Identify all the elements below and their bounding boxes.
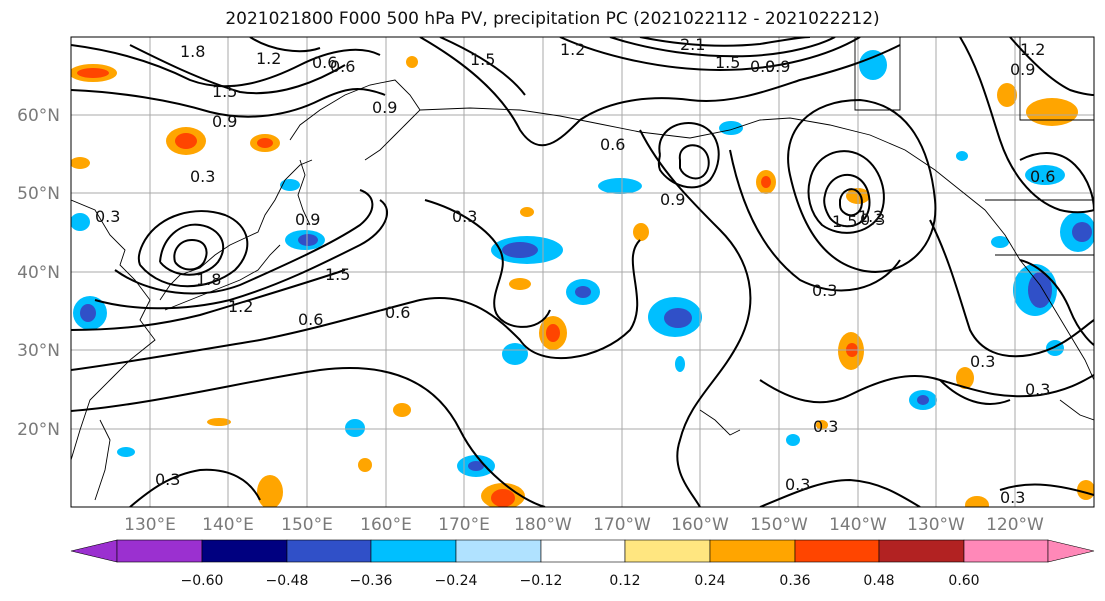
lon-label: 120°W [986, 515, 1044, 535]
contour-label: 0.9 [372, 98, 397, 117]
contour-label: 1.5 [715, 53, 740, 72]
colorbar-swatch [794, 539, 880, 563]
contour-label: 0.6 [385, 303, 410, 322]
colorbar [70, 539, 1095, 563]
lon-label: 140°W [829, 515, 887, 535]
lat-label: 60°N [17, 106, 60, 126]
contour-label: 1.8 [196, 270, 221, 289]
precipitation-shading [71, 50, 1094, 507]
contour-label: 1.2 [256, 49, 281, 68]
contour-label: 0.3 [452, 207, 477, 226]
colorbar-extend-high [1047, 539, 1095, 563]
lon-label: 130°E [124, 515, 176, 535]
lon-label: 170°W [593, 515, 651, 535]
colorbar-swatch [201, 539, 288, 563]
contour-label: 1.5 [325, 265, 350, 284]
colorbar-swatch [116, 539, 203, 563]
contour-label: 0.3 [860, 210, 885, 229]
lat-label: 40°N [17, 263, 60, 283]
colorbar-swatch [370, 539, 457, 563]
colorbar-label: −0.48 [266, 573, 309, 589]
contour-label: 0.3 [1025, 380, 1050, 399]
lon-label: 140°E [202, 515, 254, 535]
map-plot-area: 1.8 1.2 0.6 1.5 0.9 0.9 1.5 1.2 2.1 1.5 … [71, 35, 1094, 507]
contour-label: 0.3 [155, 470, 180, 489]
pv-contours [71, 37, 1094, 507]
contour-label: 1.2 [560, 40, 585, 59]
contour-label: 1.5 [832, 212, 857, 231]
colorbar-label: −0.60 [181, 573, 224, 589]
colorbar-swatch [624, 539, 711, 563]
contour-label: 1.2 [228, 297, 253, 316]
colorbar-label: −0.36 [350, 573, 393, 589]
lon-label: 130°W [907, 515, 965, 535]
contour-label: 0.6 [600, 135, 625, 154]
colorbar-swatch [286, 539, 372, 563]
contour-label: 0.6 [298, 310, 323, 329]
colorbar-swatch [455, 539, 542, 563]
contour-label: 0.3 [970, 352, 995, 371]
contour-label: 0.3 [812, 281, 837, 300]
colorbar-swatch [878, 539, 965, 563]
colorbar-label: −0.12 [520, 573, 563, 589]
contour-label: 1.8 [180, 42, 205, 61]
colorbar-label: 0.60 [948, 573, 979, 589]
latitude-labels: 60°N 50°N 40°N 30°N 20°N [17, 106, 60, 440]
colorbar-label: −0.24 [435, 573, 478, 589]
lon-label: 150°W [750, 515, 808, 535]
contour-label: 2.1 [680, 35, 705, 54]
contour-label: 0.3 [1000, 488, 1025, 507]
lon-label: 160°W [671, 515, 729, 535]
contour-label: 0.9 [765, 57, 790, 76]
contour-label: 0.9 [660, 190, 685, 209]
colorbar-swatch [963, 539, 1049, 563]
lon-label: 180°W [514, 515, 572, 535]
contour-label: 0.6 [312, 53, 337, 72]
contour-label: 0.3 [785, 475, 810, 494]
contour-label: 1.2 [858, 207, 883, 226]
contour-labels: 1.8 1.2 0.6 1.5 0.9 0.9 1.5 1.2 2.1 1.5 … [95, 35, 1055, 507]
contour-label: 0.9 [750, 57, 775, 76]
contour-label: 0.9 [212, 112, 237, 131]
contour-label: 0.3 [95, 207, 120, 226]
lat-label: 50°N [17, 184, 60, 204]
contour-label: 0.3 [813, 417, 838, 436]
colorbar-swatch [709, 539, 796, 563]
colorbar-label: 0.12 [609, 573, 640, 589]
colorbar-extend-low [70, 539, 118, 563]
contour-label: 0.9 [1010, 60, 1035, 79]
contour-label: 1.5 [212, 82, 237, 101]
graticule [71, 37, 1094, 507]
coastlines [71, 37, 1094, 501]
contour-label: 1.2 [1020, 40, 1045, 59]
lon-label: 150°E [281, 515, 333, 535]
lat-label: 30°N [17, 341, 60, 361]
plot-title: 2021021800 F000 500 hPa PV, precipitatio… [225, 9, 880, 29]
colorbar-label: 0.24 [694, 573, 725, 589]
contour-label: 0.6 [330, 57, 355, 76]
colorbar-label: 0.48 [863, 573, 894, 589]
lon-label: 170°E [438, 515, 490, 535]
colorbar-swatch [540, 539, 626, 563]
contour-label: 0.6 [1030, 167, 1055, 186]
contour-label: 0.9 [295, 210, 320, 229]
colorbar-label: 0.36 [779, 573, 810, 589]
contour-label: 1.5 [470, 50, 495, 69]
colorbar-labels: −0.60 −0.48 −0.36 −0.24 −0.12 0.12 0.24 … [181, 573, 980, 589]
contour-label: 0.3 [190, 167, 215, 186]
lon-label: 160°E [360, 515, 412, 535]
lat-label: 20°N [17, 420, 60, 440]
longitude-labels: 130°E 140°E 150°E 160°E 170°E 180°W 170°… [124, 515, 1044, 535]
